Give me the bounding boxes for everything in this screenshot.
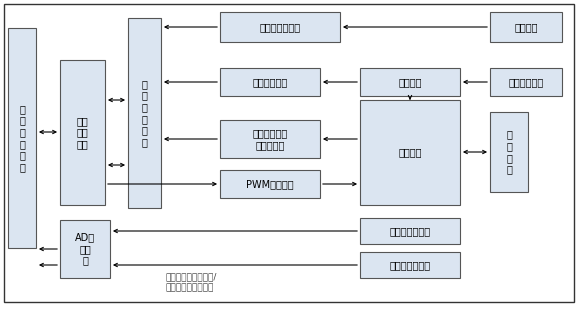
Text: 霍尔电流传感器: 霍尔电流传感器	[389, 260, 430, 270]
Text: 开关量处理电路: 开关量处理电路	[259, 22, 301, 32]
Text: 堵转检测、断
线检测电路: 堵转检测、断 线检测电路	[252, 128, 288, 150]
Bar	[490, 68, 562, 96]
Text: 位置开关: 位置开关	[514, 22, 538, 32]
Bar	[220, 68, 320, 96]
Bar	[8, 28, 36, 248]
Bar	[220, 12, 340, 42]
Text: 直
流
电
机: 直 流 电 机	[506, 130, 512, 175]
Bar	[360, 68, 460, 96]
Text: 逻辑
处理
电路: 逻辑 处理 电路	[77, 116, 89, 149]
Bar	[490, 12, 562, 42]
Bar	[60, 220, 110, 278]
Bar	[360, 100, 460, 205]
Text: 电机电源输入: 电机电源输入	[508, 77, 544, 87]
Bar	[360, 218, 460, 244]
Bar	[490, 112, 528, 192]
Text: 主
处
理
器
电
路: 主 处 理 器 电 路	[19, 104, 25, 172]
Bar	[220, 120, 320, 158]
Text: 霍尔电压传感器: 霍尔电压传感器	[389, 226, 430, 236]
Text: 光
电
隔
离
电
路: 光 电 隔 离 电 路	[141, 79, 147, 147]
Text: 电压检测电路: 电压检测电路	[252, 77, 288, 87]
Text: AD采
样电
路: AD采 样电 路	[75, 232, 95, 266]
Bar	[220, 170, 320, 198]
Bar	[128, 18, 161, 208]
Text: 整流电路: 整流电路	[398, 77, 421, 87]
Text: PWM输出电路: PWM输出电路	[246, 179, 294, 189]
Text: 智能单元中的底盘车/
接地刀装置处理部分: 智能单元中的底盘车/ 接地刀装置处理部分	[165, 272, 217, 292]
Bar	[60, 60, 105, 205]
Text: 驱动电路: 驱动电路	[398, 148, 421, 157]
Bar	[360, 252, 460, 278]
